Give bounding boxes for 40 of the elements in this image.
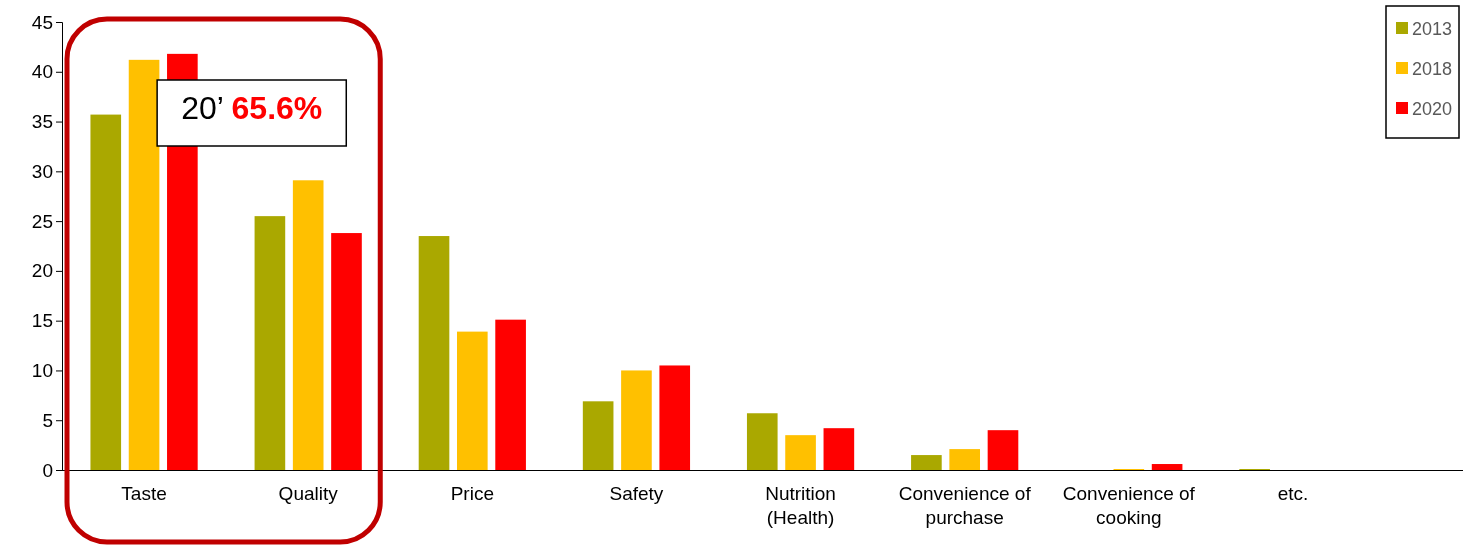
y-tick-label: 20 xyxy=(31,260,53,282)
legend-label: 2018 xyxy=(1412,59,1453,79)
bar xyxy=(331,233,362,470)
bar xyxy=(987,430,1019,470)
y-tick-label: 35 xyxy=(31,111,53,133)
annotation: 20’ 65.6% xyxy=(181,90,323,126)
bar xyxy=(911,455,942,470)
bar xyxy=(785,435,816,470)
legend-label: 2020 xyxy=(1412,99,1453,119)
x-tick-label: Convenience of purchase xyxy=(898,483,1032,528)
x-tick-label: Safety xyxy=(609,483,664,504)
x-tick-label: Nutrition (Health) xyxy=(765,483,836,528)
bar xyxy=(254,216,286,470)
y-tick-label: 15 xyxy=(31,310,53,332)
y-tick-label: 10 xyxy=(31,360,53,382)
bar xyxy=(659,365,691,470)
y-tick-label: 40 xyxy=(31,61,53,83)
bar xyxy=(823,428,855,470)
x-tick-label: Quality xyxy=(278,483,339,504)
x-tick-label: Taste xyxy=(121,483,167,504)
y-tick-label: 45 xyxy=(31,11,53,33)
bar xyxy=(128,59,160,470)
y-tick-label: 25 xyxy=(31,210,53,232)
bar xyxy=(495,319,526,470)
bar xyxy=(292,180,324,470)
x-tick-label: Convenience of cooking xyxy=(1062,483,1196,528)
x-tick-label: Price xyxy=(450,483,494,504)
x-tick-label: etc. xyxy=(1277,483,1309,504)
bar xyxy=(746,413,778,470)
bar xyxy=(456,331,488,470)
bar xyxy=(582,401,614,470)
y-tick-label: 30 xyxy=(31,160,53,182)
bar xyxy=(621,370,652,470)
y-tick-label: 0 xyxy=(42,459,53,481)
bar xyxy=(90,114,122,470)
legend-label: 2013 xyxy=(1412,19,1453,39)
y-tick-label: 5 xyxy=(42,409,53,431)
bar xyxy=(418,236,450,470)
bar xyxy=(1151,464,1183,470)
bar xyxy=(949,449,981,470)
